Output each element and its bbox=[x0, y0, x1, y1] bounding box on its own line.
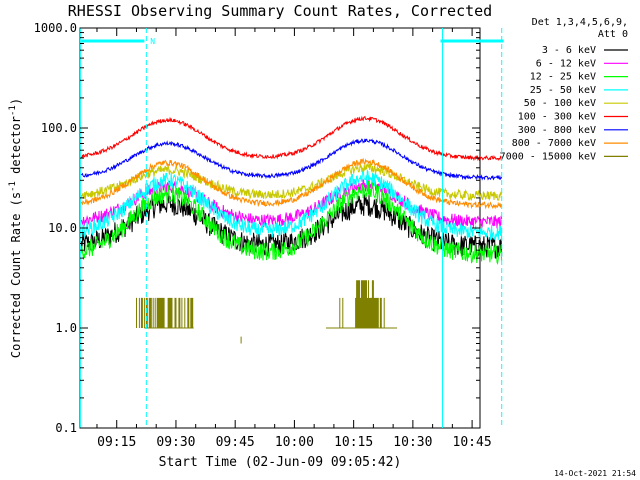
series-layer bbox=[80, 115, 503, 344]
y-tick-label-2: 10.0 bbox=[48, 221, 77, 235]
y-tick-label-3: 1.0 bbox=[55, 321, 77, 335]
chart-title: RHESSI Observing Summary Count Rates, Co… bbox=[68, 2, 492, 20]
y-axis-label-end: ) bbox=[9, 98, 23, 105]
y-tick-label-0: 1000.0 bbox=[34, 21, 77, 35]
x-tick-label-2: 09:45 bbox=[216, 435, 255, 450]
legend-label-1: 6 - 12 keV bbox=[536, 58, 596, 69]
x-axis-label: Start Time (02-Jun-09 09:05:42) bbox=[159, 455, 402, 470]
y-axis-label-sup-1: -1 bbox=[8, 181, 18, 192]
legend-header: Det 1,3,4,5,6,9, Att 0 bbox=[532, 17, 628, 40]
legend-label-0: 3 - 6 keV bbox=[542, 45, 596, 56]
generation-timestamp: 14-Oct-2021 21:54 bbox=[554, 469, 636, 478]
y-axis-label-sup-2: -1 bbox=[8, 105, 18, 116]
x-tick-label-4: 10:15 bbox=[334, 435, 373, 450]
legend-label-2: 12 - 25 keV bbox=[530, 72, 596, 83]
series-line-4 bbox=[80, 162, 503, 202]
x-tick-label-0: 09:15 bbox=[97, 435, 136, 450]
series-line-6 bbox=[80, 138, 503, 181]
ticks-layer: 1000.0 100.0 10.0 1.0 0.1 09:15 09:30 09:45 10:0… bbox=[34, 21, 492, 450]
legend-label-3: 25 - 50 keV bbox=[530, 85, 596, 96]
series-line-7 bbox=[80, 157, 503, 210]
x-tick-label-1: 09:30 bbox=[156, 435, 195, 450]
series-line-8 bbox=[136, 280, 398, 344]
x-tick-label-5: 10:30 bbox=[393, 435, 432, 450]
legend-label-5: 100 - 300 keV bbox=[518, 112, 596, 123]
legend-header-line-1: Det 1,3,4,5,6,9, bbox=[532, 17, 628, 28]
y-tick-label-1: 100.0 bbox=[41, 121, 77, 135]
night-bar-0 bbox=[81, 39, 145, 43]
x-tick-label-6: 10:45 bbox=[453, 435, 492, 450]
legend-label-8: 7000 - 15000 keV bbox=[500, 151, 596, 162]
legend-header-line-2: Att 0 bbox=[598, 29, 628, 40]
y-axis-label-main: Corrected Count Rate (s bbox=[9, 192, 23, 358]
y-axis-label: Corrected Count Rate (s-1 detector-1) bbox=[8, 98, 23, 358]
series-line-5 bbox=[80, 115, 503, 162]
night-flag-label: N bbox=[150, 37, 155, 46]
night-bar-1 bbox=[440, 39, 504, 43]
y-axis-label-mid: detector bbox=[9, 116, 23, 181]
legend-label-6: 300 - 800 keV bbox=[518, 125, 596, 136]
y-tick-label-4: 0.1 bbox=[55, 421, 77, 435]
x-tick-label-3: 10:00 bbox=[275, 435, 314, 450]
series-line-2 bbox=[80, 180, 503, 265]
legend-label-4: 50 - 100 keV bbox=[524, 98, 596, 109]
series-line-3 bbox=[81, 168, 503, 242]
legend: 3 - 6 keV 6 - 12 keV 12 - 25 keV 25 - 50 ke… bbox=[500, 45, 628, 162]
legend-label-7: 800 - 7000 keV bbox=[512, 138, 596, 149]
